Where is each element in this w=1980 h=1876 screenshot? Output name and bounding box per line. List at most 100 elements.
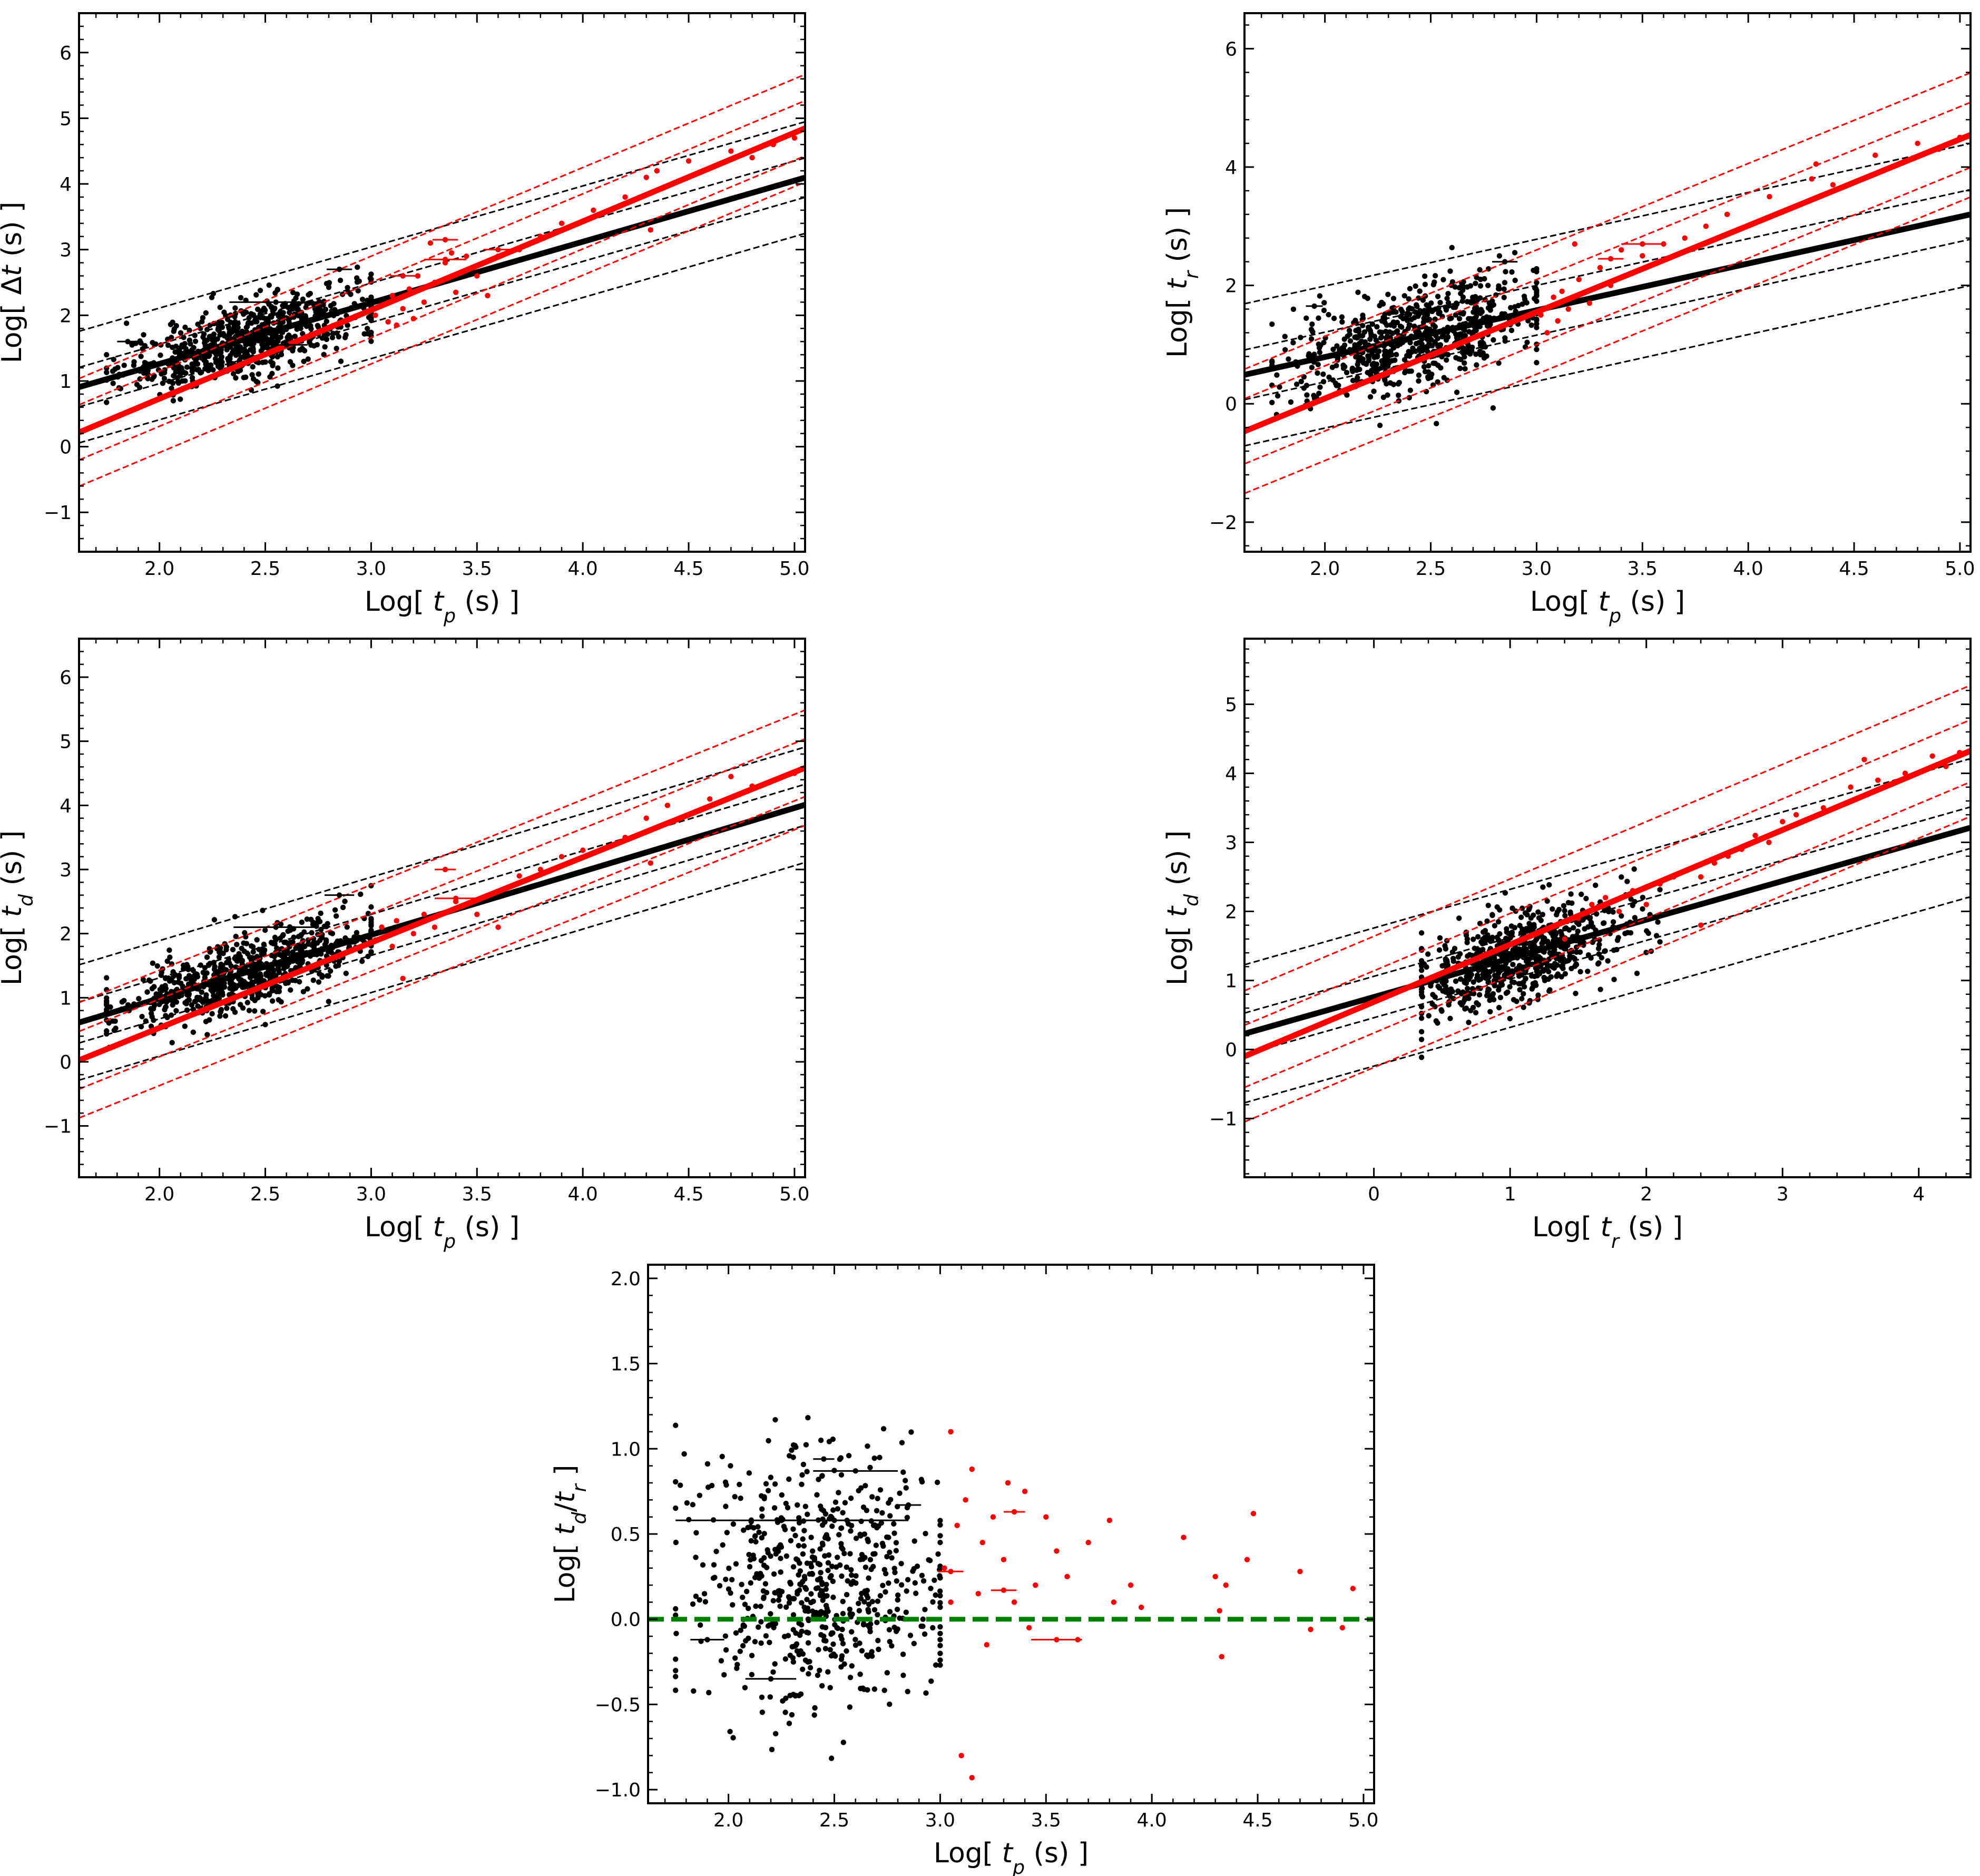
black-point bbox=[335, 310, 340, 317]
y-tick-label: 5 bbox=[1225, 694, 1237, 716]
black-point bbox=[823, 1586, 829, 1592]
black-point bbox=[232, 305, 238, 311]
black-point bbox=[759, 1709, 766, 1715]
black-point bbox=[1550, 906, 1555, 912]
black-point bbox=[1521, 984, 1527, 990]
black-point bbox=[262, 321, 268, 327]
black-point bbox=[733, 1630, 739, 1636]
y-label-suffix: ] bbox=[550, 1465, 581, 1484]
black-point bbox=[1457, 976, 1464, 982]
red-point bbox=[1212, 1574, 1218, 1580]
x-tick-label: 3.5 bbox=[1031, 1810, 1061, 1831]
black-point bbox=[275, 287, 281, 292]
black-point bbox=[233, 985, 239, 991]
x-tick-label: 2.5 bbox=[250, 1184, 280, 1205]
black-point bbox=[283, 939, 289, 945]
black-point bbox=[797, 1568, 803, 1574]
black-point bbox=[1385, 363, 1391, 369]
black-point bbox=[822, 1646, 829, 1652]
black-point bbox=[1510, 962, 1516, 968]
black-point bbox=[195, 348, 201, 355]
black-point bbox=[792, 1693, 799, 1698]
black-point bbox=[1578, 891, 1584, 897]
error-bar-point bbox=[1640, 241, 1645, 247]
black-point bbox=[170, 398, 177, 404]
red-point bbox=[1875, 777, 1881, 783]
black-point bbox=[359, 959, 365, 964]
y-tick-label: 3 bbox=[60, 859, 72, 881]
black-point bbox=[1298, 335, 1303, 340]
black-point bbox=[113, 1025, 119, 1031]
black-point bbox=[106, 1020, 112, 1026]
red-point bbox=[1820, 805, 1826, 811]
black-point bbox=[1367, 336, 1373, 343]
black-point bbox=[243, 941, 250, 946]
red-point bbox=[400, 975, 406, 982]
black-point bbox=[1450, 955, 1456, 962]
black-point bbox=[301, 358, 307, 365]
black-point bbox=[790, 1659, 797, 1665]
black-point bbox=[189, 375, 195, 380]
black-point bbox=[740, 1623, 746, 1629]
black-point bbox=[723, 1647, 729, 1653]
y-label-prefix: Log[ bbox=[1162, 289, 1193, 358]
black-point bbox=[745, 1525, 751, 1530]
black-point bbox=[1524, 339, 1530, 345]
black-point bbox=[887, 1609, 893, 1615]
black-point bbox=[175, 992, 181, 999]
y-label-suffix: (s) ] bbox=[0, 830, 28, 894]
black-point bbox=[277, 935, 283, 941]
red-fit-band-0 bbox=[1244, 815, 1971, 1123]
black-point bbox=[777, 1603, 783, 1609]
y-label-suffix: (s) ] bbox=[1162, 830, 1193, 894]
black-point bbox=[1393, 337, 1399, 343]
y-tick-label: 4 bbox=[60, 174, 72, 196]
black-point bbox=[270, 941, 276, 946]
black-point bbox=[880, 1426, 887, 1432]
black-point bbox=[1413, 348, 1419, 354]
black-point bbox=[190, 1029, 197, 1035]
black-point bbox=[759, 1506, 765, 1512]
black-point bbox=[923, 1690, 929, 1696]
black-point bbox=[723, 1576, 729, 1582]
x-label-sub: r bbox=[1611, 1230, 1620, 1253]
black-point bbox=[260, 338, 266, 344]
black-point bbox=[1549, 963, 1555, 969]
black-point bbox=[1412, 323, 1417, 329]
black-point bbox=[275, 383, 280, 389]
black-point bbox=[812, 1705, 818, 1711]
black-point bbox=[1424, 336, 1430, 342]
error-bar-point bbox=[442, 257, 448, 262]
y-label-var2: t bbox=[550, 1491, 581, 1503]
black-point bbox=[1389, 330, 1396, 336]
red-point bbox=[1630, 888, 1636, 894]
red-point bbox=[1703, 223, 1709, 229]
black-point bbox=[844, 1564, 849, 1570]
black-point bbox=[801, 1528, 807, 1533]
black-point bbox=[1444, 296, 1450, 301]
error-bar-point bbox=[821, 1456, 827, 1462]
red-point bbox=[1555, 318, 1561, 324]
red-point bbox=[1943, 764, 1949, 769]
black-point bbox=[1540, 884, 1546, 890]
black-point bbox=[258, 311, 263, 318]
black-point bbox=[1632, 898, 1638, 905]
black-point bbox=[884, 1534, 890, 1540]
red-point bbox=[474, 911, 480, 917]
black-point bbox=[1309, 365, 1315, 370]
black-point bbox=[354, 930, 360, 936]
black-point bbox=[216, 954, 222, 960]
black-point bbox=[201, 984, 207, 990]
black-point bbox=[808, 1560, 813, 1567]
red-point bbox=[389, 943, 395, 950]
black-point bbox=[1558, 936, 1564, 942]
red-point bbox=[389, 292, 395, 299]
black-point bbox=[256, 337, 261, 343]
black-point bbox=[1568, 891, 1574, 897]
black-point bbox=[233, 973, 239, 979]
red-point bbox=[643, 815, 649, 821]
black-point bbox=[1434, 978, 1440, 984]
black-point bbox=[1424, 317, 1430, 323]
black-point bbox=[1657, 887, 1663, 893]
error-bar-point bbox=[1502, 259, 1508, 265]
